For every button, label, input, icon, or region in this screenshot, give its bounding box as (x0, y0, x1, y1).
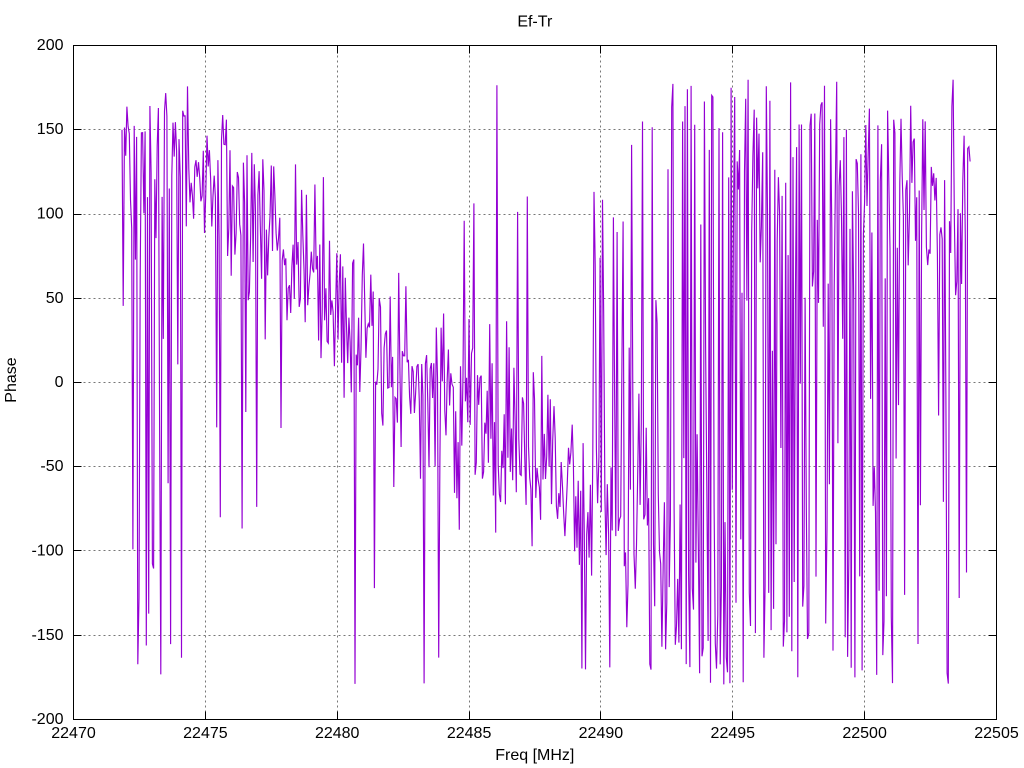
svg-text:-150: -150 (31, 627, 63, 644)
svg-text:-50: -50 (40, 458, 63, 475)
svg-text:22480: 22480 (315, 725, 360, 742)
svg-text:22500: 22500 (842, 725, 887, 742)
svg-text:200: 200 (37, 37, 64, 54)
svg-text:50: 50 (46, 290, 64, 307)
svg-text:22505: 22505 (974, 725, 1019, 742)
svg-text:Phase: Phase (3, 357, 20, 402)
svg-text:0: 0 (55, 374, 64, 391)
svg-text:22485: 22485 (447, 725, 492, 742)
svg-text:Ef-Tr: Ef-Tr (517, 14, 553, 31)
svg-text:-200: -200 (31, 711, 63, 728)
svg-text:22490: 22490 (579, 725, 624, 742)
svg-text:22475: 22475 (183, 725, 228, 742)
svg-text:Freq [MHz]: Freq [MHz] (495, 747, 574, 764)
svg-text:100: 100 (37, 206, 64, 223)
svg-text:-100: -100 (31, 543, 63, 560)
svg-text:22495: 22495 (711, 725, 756, 742)
svg-text:150: 150 (37, 121, 64, 138)
svg-text:22470: 22470 (51, 725, 96, 742)
